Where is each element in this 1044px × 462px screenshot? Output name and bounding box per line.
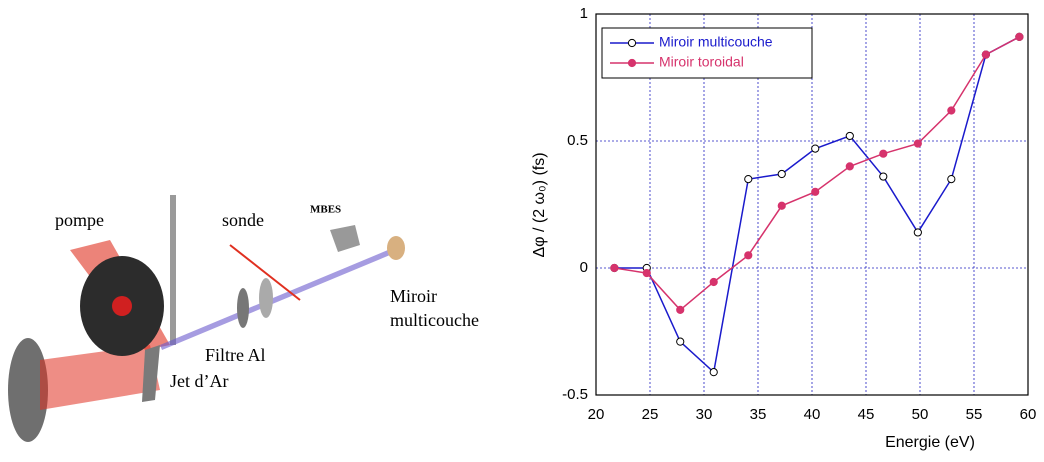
point — [777, 201, 786, 210]
point — [947, 175, 956, 184]
label: Miroir — [390, 286, 437, 306]
legend-label: Miroir multicouche — [659, 34, 773, 50]
probe-beam — [229, 244, 301, 301]
point — [811, 144, 820, 153]
point — [709, 277, 718, 287]
laser-mirror — [8, 338, 48, 442]
x-tick-label: 55 — [966, 406, 983, 423]
point — [676, 337, 685, 346]
mirror — [387, 236, 405, 260]
x-tick-label: 25 — [642, 406, 659, 423]
point — [981, 50, 990, 59]
point — [744, 251, 753, 260]
point — [913, 139, 922, 148]
legend-label: Miroir toroidal — [659, 54, 744, 70]
x-tick-label: 60 — [1020, 406, 1037, 423]
mbes — [330, 225, 360, 252]
x-axis-label: Energie (eV) — [885, 434, 975, 451]
disk-hole — [112, 296, 132, 316]
point — [777, 169, 786, 179]
point — [845, 162, 854, 171]
point — [845, 131, 854, 141]
x-tick-label: 30 — [696, 406, 713, 423]
point — [709, 368, 718, 377]
filter — [237, 288, 249, 328]
label: sonde — [222, 210, 264, 230]
jet — [170, 195, 176, 345]
x-tick-label: 20 — [588, 406, 605, 423]
point — [811, 187, 820, 196]
label: Filtre Al — [205, 345, 266, 365]
y-tick-label: 1 — [580, 5, 588, 22]
legend-marker — [627, 38, 637, 48]
label: multicouche — [390, 310, 479, 330]
y-tick-label: -0.5 — [562, 386, 588, 403]
y-axis-label: Δφ / (2 ω₀) (fs) — [531, 152, 548, 257]
label: MBES — [310, 204, 341, 216]
label: Jet d’Ar — [170, 371, 228, 391]
point — [610, 263, 619, 273]
filter — [259, 278, 273, 318]
x-tick-label: 35 — [750, 406, 767, 423]
x-tick-label: 40 — [804, 406, 821, 423]
legend-box — [601, 27, 813, 79]
x-tick-label: 45 — [858, 406, 875, 423]
point — [947, 106, 956, 115]
point — [879, 172, 888, 181]
legend-marker — [627, 58, 637, 68]
point — [676, 305, 685, 315]
point — [1015, 32, 1024, 41]
point — [744, 175, 753, 184]
label: pompe — [55, 210, 104, 230]
point — [642, 268, 651, 278]
point — [913, 228, 922, 237]
setup-illustration: pompe sonde MBES Miroir multicouche Filt… — [8, 195, 479, 442]
x-tick-label: 50 — [912, 406, 929, 423]
y-tick-label: 0 — [580, 259, 588, 276]
plot-frame — [595, 13, 1029, 396]
xuv-beam — [160, 245, 402, 350]
point — [879, 149, 888, 158]
beam — [40, 345, 160, 410]
series-line — [614, 36, 1020, 374]
mirror — [142, 345, 160, 402]
y-tick-label: 0.5 — [567, 132, 588, 149]
